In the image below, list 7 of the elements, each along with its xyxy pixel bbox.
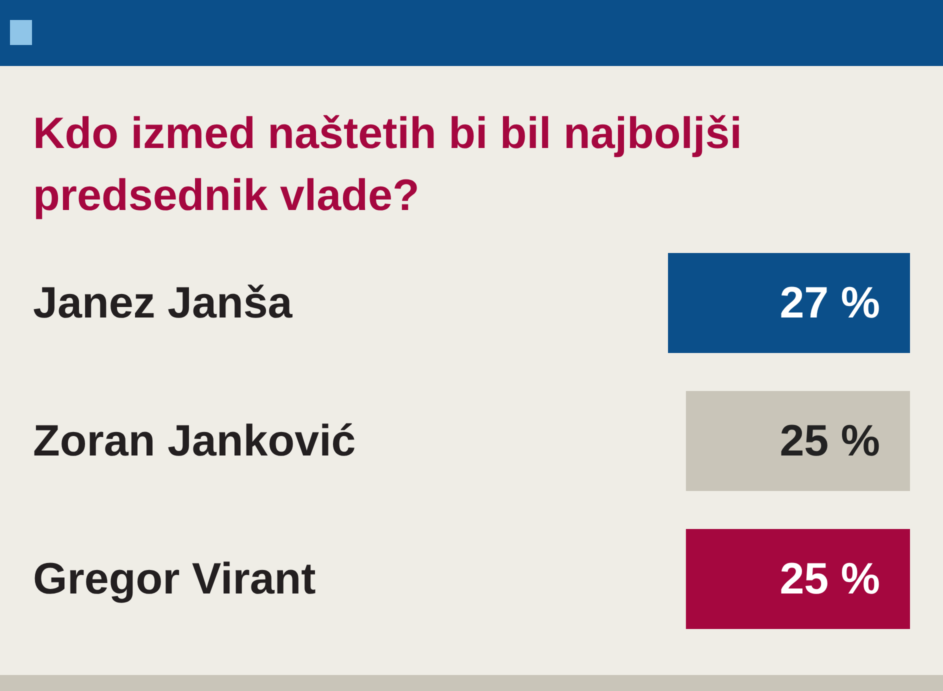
y-tick-label: Gregor Virant — [33, 554, 316, 604]
data-label: 25 % — [780, 416, 880, 466]
y-tick-label: Janez Janša — [33, 278, 293, 328]
data-label: 27 % — [780, 278, 880, 328]
data-label: 25 % — [780, 554, 880, 604]
chart-title: Kdo izmed naštetih bi bil najboljši predsednik vlade? — [33, 109, 742, 220]
y-tick-label: Zoran Janković — [33, 416, 356, 466]
